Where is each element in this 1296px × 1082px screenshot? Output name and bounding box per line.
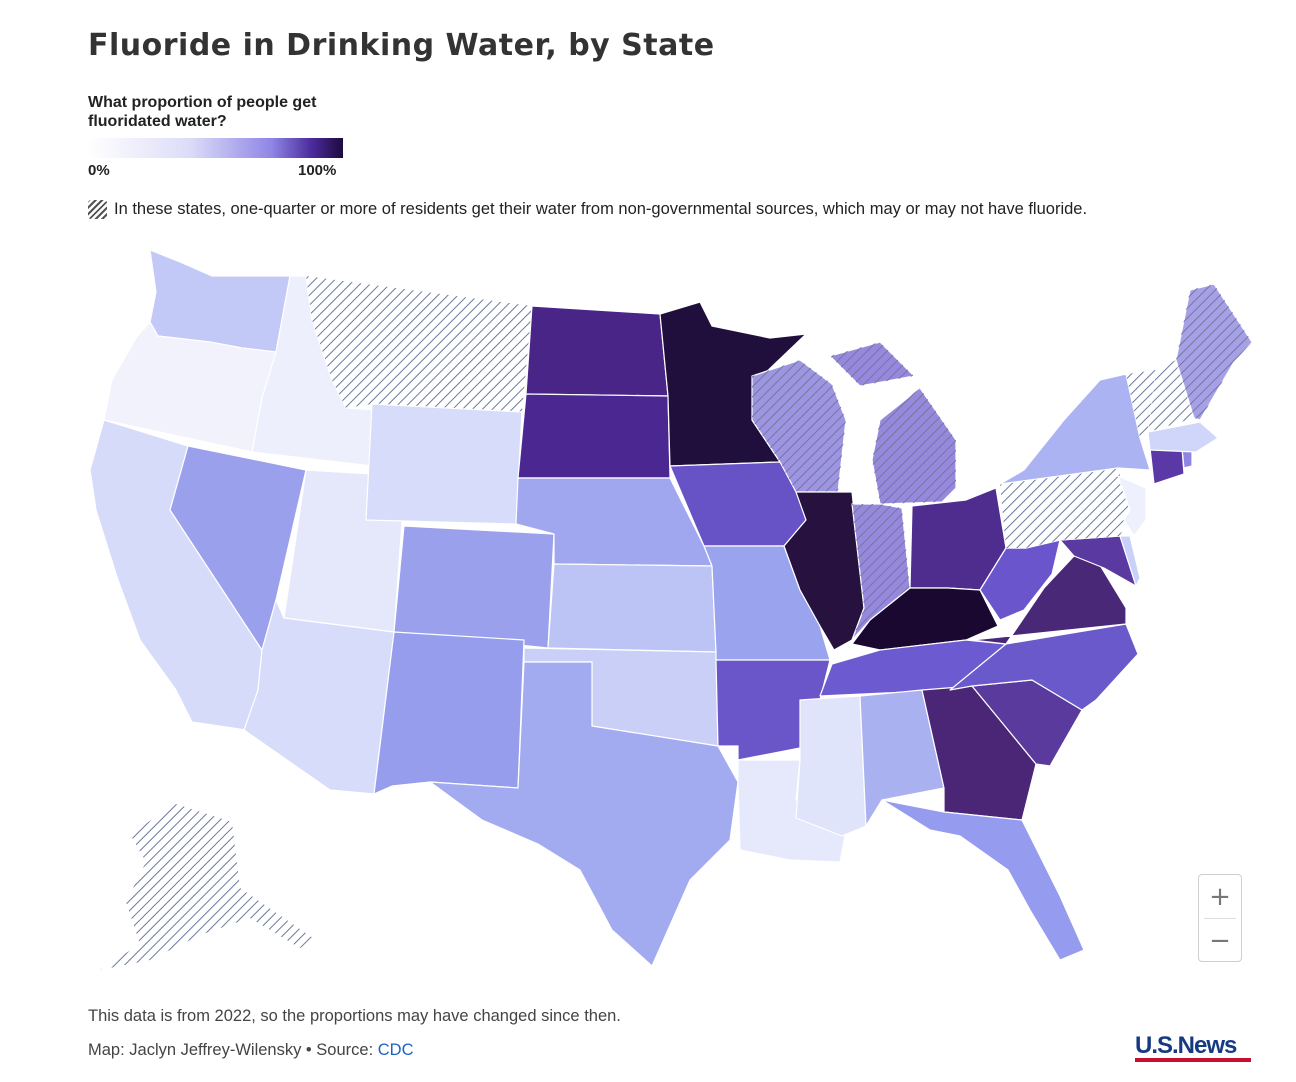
state-co[interactable] bbox=[393, 525, 555, 649]
legend-max-label: 100% bbox=[298, 162, 337, 179]
usnews-logo-text: U.S.News bbox=[1135, 1032, 1237, 1059]
state-nj[interactable] bbox=[1117, 475, 1147, 537]
usnews-logo: U.S.News bbox=[1135, 1032, 1251, 1062]
state-nc[interactable] bbox=[949, 623, 1139, 711]
state-nd[interactable] bbox=[525, 305, 669, 397]
state-ny[interactable] bbox=[999, 373, 1151, 485]
zoom-in-button[interactable]: + bbox=[1199, 875, 1241, 918]
zoom-control: + − bbox=[1198, 874, 1242, 962]
legend-min-label: 0% bbox=[88, 162, 110, 179]
zoom-divider bbox=[1204, 918, 1236, 919]
state-ms[interactable] bbox=[795, 695, 867, 837]
credit-text: Map: Jaclyn Jeffrey-Wilensky • Source: bbox=[88, 1041, 378, 1059]
state-mi[interactable] bbox=[829, 341, 957, 505]
state-wy[interactable] bbox=[365, 403, 523, 525]
state-mt[interactable] bbox=[305, 275, 533, 413]
us-choropleth-map[interactable] bbox=[0, 230, 1296, 990]
zoom-out-button[interactable]: − bbox=[1199, 919, 1241, 962]
state-ks[interactable] bbox=[547, 563, 717, 653]
state-nm[interactable] bbox=[373, 631, 525, 795]
data-note: This data is from 2022, so the proportio… bbox=[88, 1007, 621, 1025]
state-wa[interactable] bbox=[149, 249, 291, 353]
hatch-swatch-icon bbox=[88, 200, 107, 219]
legend-color-scale bbox=[88, 138, 343, 158]
source-link[interactable]: CDC bbox=[377, 1041, 414, 1059]
credit-line: Map: Jaclyn Jeffrey-Wilensky • Source: C… bbox=[88, 1041, 413, 1060]
hatch-legend: In these states, one-quarter or more of … bbox=[88, 200, 1087, 219]
state-sd[interactable] bbox=[517, 393, 671, 479]
state-ct[interactable] bbox=[1149, 447, 1185, 485]
legend-question: What proportion of people get fluoridate… bbox=[88, 94, 317, 130]
state-tx[interactable] bbox=[429, 661, 739, 967]
state-ak[interactable] bbox=[99, 803, 317, 971]
state-fl[interactable] bbox=[881, 799, 1085, 961]
usnews-logo-bar bbox=[1135, 1058, 1251, 1062]
map-title: Fluoride in Drinking Water, by State bbox=[88, 28, 715, 63]
state-al[interactable] bbox=[859, 689, 945, 827]
hatch-legend-text: In these states, one-quarter or more of … bbox=[114, 200, 1088, 218]
